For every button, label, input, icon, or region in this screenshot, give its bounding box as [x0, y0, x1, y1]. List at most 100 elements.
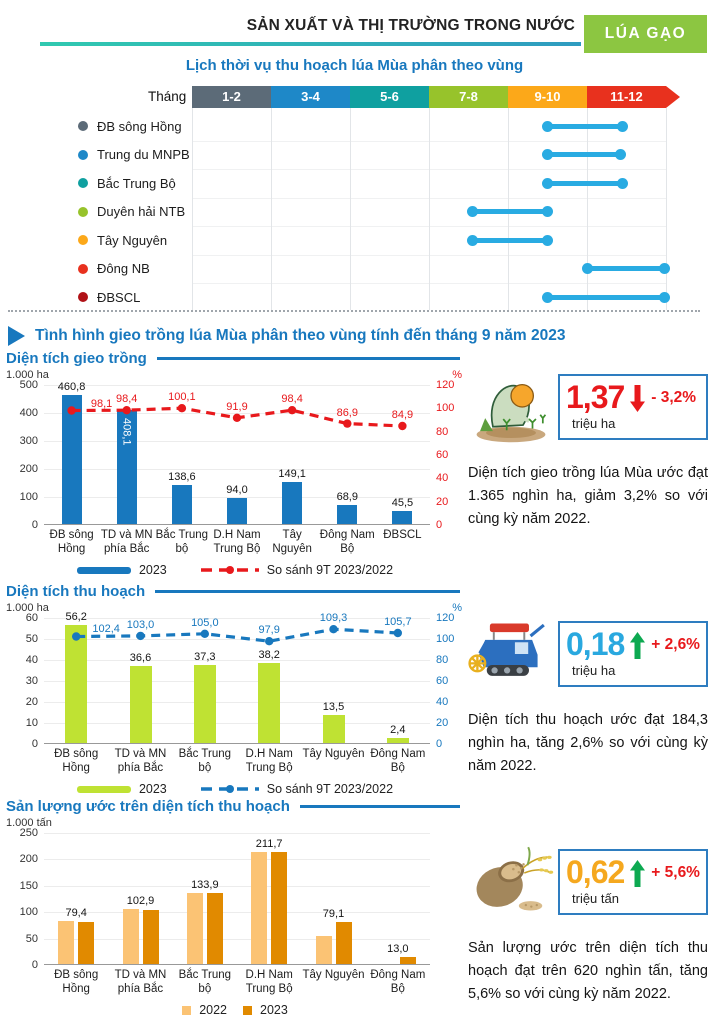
axis-tick-left: 50: [25, 633, 38, 645]
bar-value-label: 133,9: [191, 878, 219, 891]
axis-unit-left: 1.000 ha: [6, 369, 49, 381]
gridline: [44, 660, 430, 661]
gridline: [44, 702, 430, 703]
bar-value-label: 2,4: [390, 723, 406, 736]
combine-harvester-illustration: [468, 623, 545, 676]
gantt-row: Bắc Trung Bộ: [70, 169, 192, 197]
category-label: Bắc Trung bộ: [178, 969, 232, 995]
gridline: [44, 938, 430, 940]
panel-top: 0,62 + 5,6% triệu tấn: [468, 840, 708, 924]
stat-number: 1,37: [566, 379, 625, 416]
legend-swatch: [200, 566, 259, 575]
category-label: Tây Nguyên: [302, 969, 365, 981]
axis-tick-right: 60: [436, 675, 449, 687]
gantt-gridline: [350, 108, 351, 310]
legend-item: So sánh 9T 2023/2022: [200, 782, 393, 796]
category-label: TD và MN phía Bắc: [114, 748, 167, 774]
region-bullet: [78, 292, 88, 302]
bar-2022: [122, 909, 139, 964]
harvest-period-endpoint: [581, 263, 593, 274]
harvest-period-bar: [547, 294, 665, 300]
stat-line: 1,37 - 3,2%: [566, 381, 700, 415]
region-label: Trung du MNPB: [97, 147, 190, 162]
plot-area: 0 100 200 300 400 500 0 20 40 60 80 100 120 1.000 ha%…: [6, 369, 462, 531]
region-label: ĐBSCL: [97, 289, 141, 305]
section-heading: Tình hình gieo trồng lúa Mùa phân theo v…: [8, 326, 565, 346]
harvest-period-endpoint: [466, 206, 478, 217]
axis-tick-left: 400: [19, 407, 38, 419]
gantt-row: Trung du MNPB: [70, 141, 192, 169]
bar-2022: [251, 852, 268, 964]
axis-tick-left: 150: [19, 879, 38, 892]
chart-title: Sản lượng ước trên diện tích thu hoạch: [6, 798, 290, 815]
trend-point-label: 97,9: [258, 624, 280, 637]
axis-tick-right: 0: [436, 519, 443, 531]
bar-value-label: 37,3: [194, 650, 216, 663]
axis-tick-left: 200: [19, 463, 38, 475]
trend-point-label: 98,1: [90, 397, 113, 410]
harvest-period-endpoint: [615, 149, 627, 160]
category-axis: ĐB sông Hồng TD và MN phía Bắc Bắc Trung b…: [44, 748, 430, 775]
harvest-period-bar: [472, 237, 548, 243]
bar-value-label: 56,2: [65, 610, 87, 623]
region-label: Duyên hải NTB: [97, 204, 186, 219]
trend-line: [72, 625, 402, 646]
trend-point: [136, 631, 145, 641]
chart-title-rule: [299, 805, 460, 808]
trend-point: [122, 406, 131, 415]
axis-tick-right: 80: [436, 425, 449, 438]
bar: [392, 511, 413, 524]
gridline: [44, 441, 430, 442]
bar-2023: [142, 909, 159, 964]
up-arrow-icon: [630, 631, 646, 659]
harvest-period-bar: [547, 123, 623, 129]
month-header-row: 1-2 3-4 5-6 7-8 9-10 11-12: [192, 86, 666, 108]
bar-value-label: 36,6: [129, 652, 152, 665]
axis-unit-left: 1.000 ha: [6, 602, 49, 614]
chart-title-row: Diện tích gieo trồng: [6, 350, 464, 367]
axis-tick-left: 500: [19, 379, 38, 391]
planting-area-chart: Diện tích gieo trồng 0 100 200 300 400 500 0 20…: [6, 350, 464, 577]
trend-point: [398, 421, 407, 431]
trend-point-label: 105,7: [384, 616, 412, 629]
bar-2023: [399, 957, 416, 964]
gridline: [44, 618, 430, 619]
chart-title-rule: [156, 357, 460, 360]
axis-tick-right: 40: [436, 696, 449, 708]
gantt-row: Tây Nguyên: [70, 226, 192, 254]
bar-2022: [315, 936, 332, 964]
chart-title: Diện tích gieo trồng: [6, 350, 147, 367]
bar: [337, 504, 358, 524]
bar: [65, 624, 88, 743]
axis-tick-right: 40: [436, 472, 449, 485]
region-label: Bắc Trung Bộ: [97, 175, 176, 191]
harvest-period-endpoint: [658, 263, 670, 274]
panel-top: 1,37 - 3,2% triệu ha: [468, 365, 708, 449]
plot-area: 0 10 20 30 40 50 60 0 20 40 60 80 100 120 1.000 ha% 56,…: [6, 602, 462, 750]
gridline: [44, 723, 430, 724]
chart-canvas: 0 10 20 30 40 50 60 0 20 40 60 80 100 120 1.000 ha% 56,…: [6, 602, 464, 796]
axis-tick-right: 60: [436, 449, 449, 461]
category-label: Bắc Trung bộ: [155, 529, 209, 555]
stat-number: 0,62: [566, 854, 625, 891]
axis-tick-left: 50: [25, 932, 38, 945]
trend-point: [177, 404, 187, 413]
axis-tick-left: 0: [31, 519, 38, 531]
harvested-area-chart: Diện tích thu hoạch 0 10 20 30 40 50 60 0 20 40 60…: [6, 583, 464, 796]
harvest-period-bar: [547, 152, 621, 157]
legend: 2023 So sánh 9T 2023/2022: [6, 782, 464, 796]
stat-box: 0,18 + 2,6% triệu ha: [558, 621, 708, 687]
legend-swatch: [182, 1005, 192, 1015]
axis-unit-right: %: [452, 369, 462, 381]
bar: [116, 409, 137, 524]
gantt-gridline: [666, 108, 667, 310]
gridline: [44, 497, 430, 498]
month-axis-label: Tháng: [148, 89, 187, 104]
axis-tick-left: 100: [19, 491, 38, 503]
month-segment: 1-2: [192, 86, 271, 108]
legend: 2022 2023: [6, 1003, 464, 1017]
bar: [258, 662, 281, 743]
trend-point: [329, 625, 338, 634]
axis-tick-right: 20: [436, 495, 449, 508]
gantt-row: Đông NB: [70, 255, 192, 283]
